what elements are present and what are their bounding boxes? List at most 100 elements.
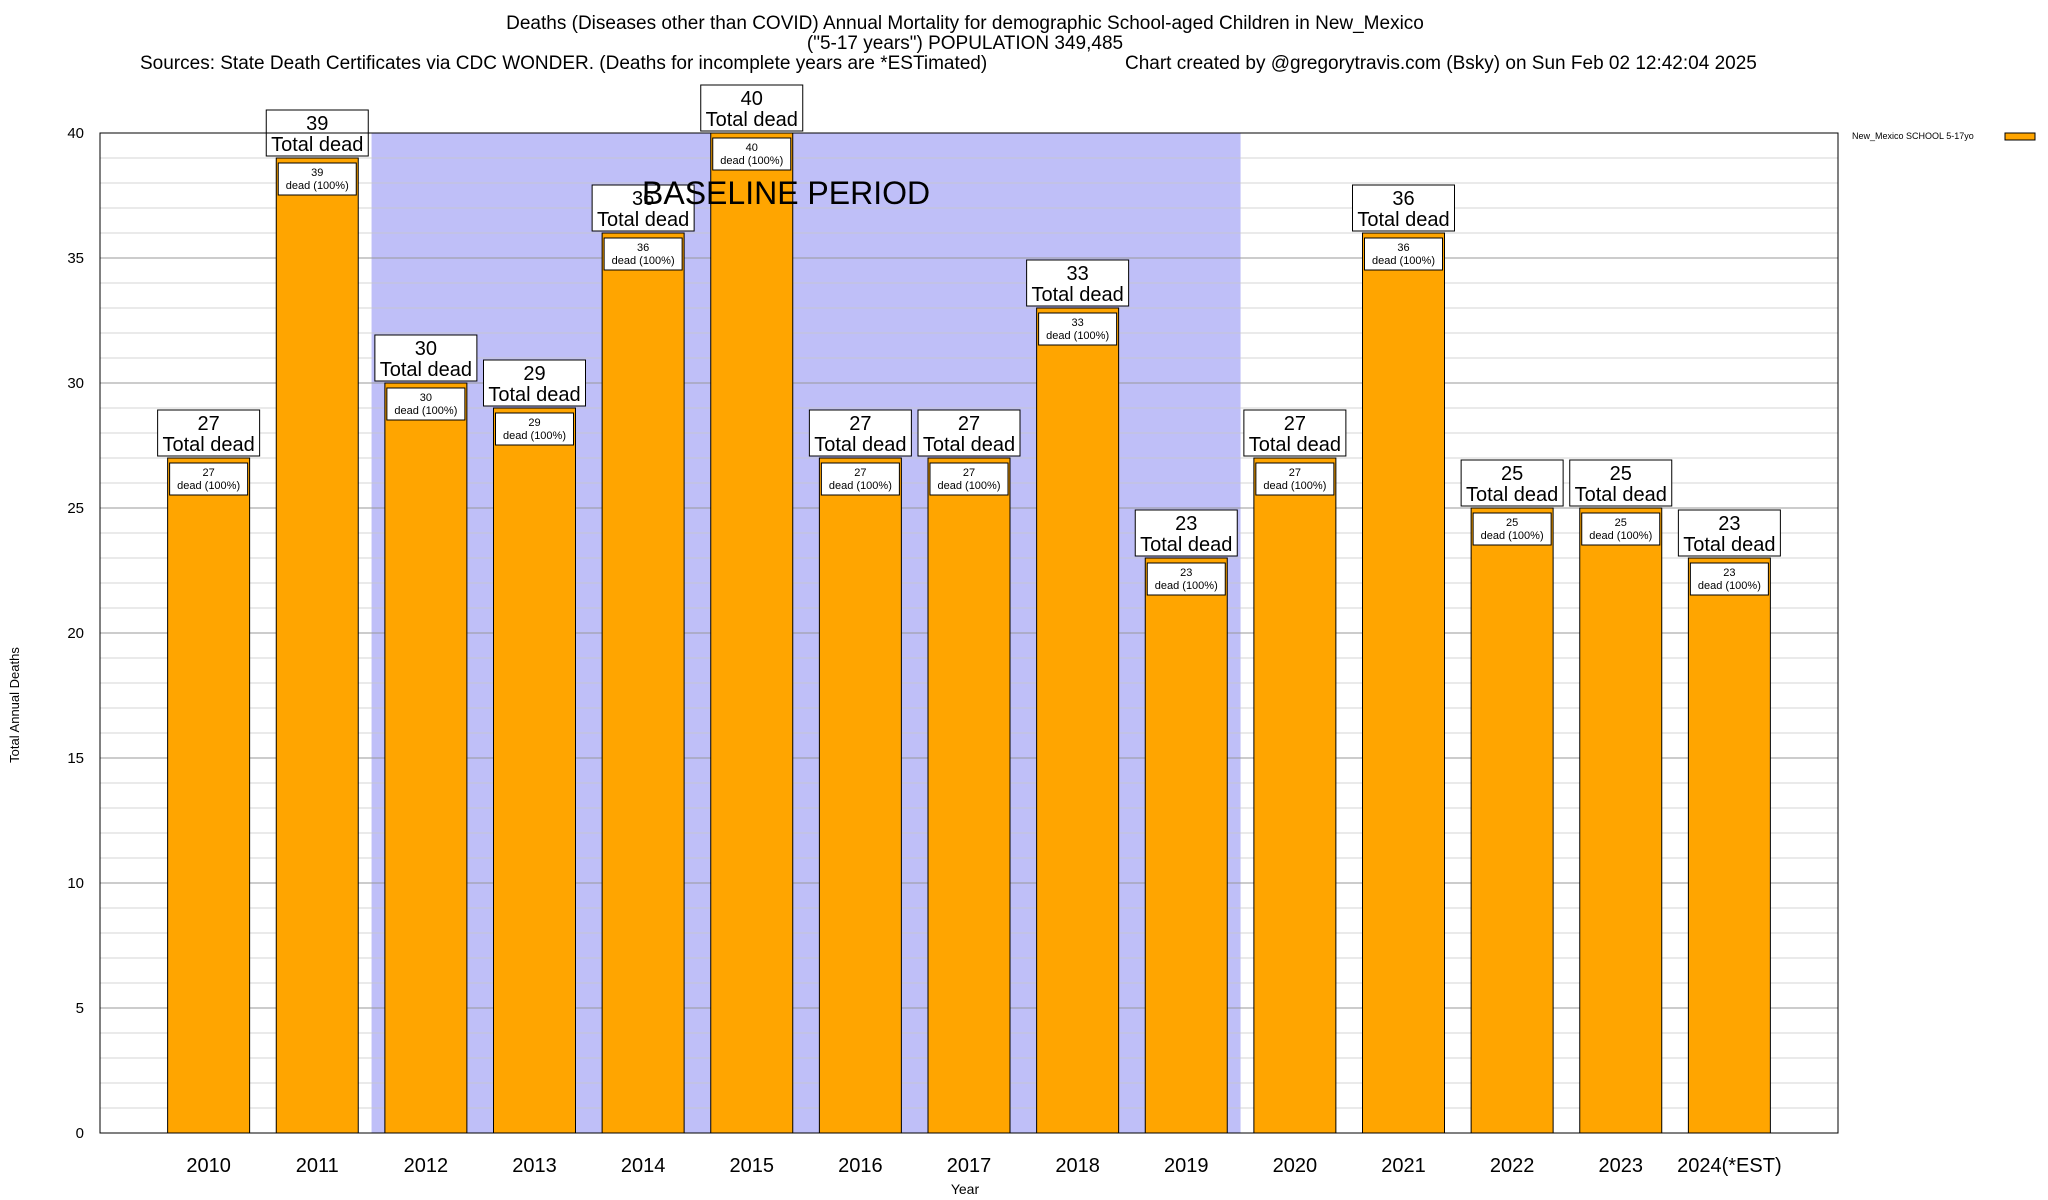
bar-total-label-box xyxy=(1026,259,1130,307)
bar-inner-label-value: 36 xyxy=(637,242,649,254)
bar-inner-label-text: dead (100%) xyxy=(1046,330,1109,342)
bar-total-label-value: 29 xyxy=(523,363,545,385)
bar-inner-label-value: 36 xyxy=(1397,242,1409,254)
bar-inner-label-value: 39 xyxy=(311,167,323,179)
bar-inner-label-box xyxy=(929,462,1009,496)
bar-total-label-value: 33 xyxy=(1067,263,1089,285)
bar-total-label-text: Total dead xyxy=(271,134,363,156)
bar-inner-label-text: dead (100%) xyxy=(938,480,1001,492)
bars-layer xyxy=(167,132,1771,1134)
bar-total-label-value: 25 xyxy=(1501,463,1523,485)
bar-inner-label-text: dead (100%) xyxy=(394,405,457,417)
legend: New_Mexico SCHOOL 5-17yo xyxy=(1852,131,2036,141)
bar-inner-label-box xyxy=(820,462,900,496)
bar-inner-label-text: dead (100%) xyxy=(1698,580,1761,592)
bar-total-label-box xyxy=(591,184,695,232)
bar xyxy=(1362,232,1445,1134)
bar xyxy=(167,457,251,1134)
bar-total-label-value: 27 xyxy=(849,413,871,435)
bar-inner-label-value: 27 xyxy=(854,467,866,479)
bar-total-label-box xyxy=(157,409,261,457)
x-tick-label: 2024(*EST) xyxy=(1677,1155,1782,1177)
bar-total-label-value: 27 xyxy=(1284,413,1306,435)
bar-total-label-value: 25 xyxy=(1610,463,1632,485)
x-tick-label: 2015 xyxy=(730,1155,775,1177)
bar xyxy=(1253,457,1337,1134)
bar xyxy=(601,232,685,1134)
x-tick-label: 2017 xyxy=(947,1155,992,1177)
bar-total-label-text: Total dead xyxy=(923,434,1015,456)
bar-inner-label-text: dead (100%) xyxy=(1372,255,1435,267)
bar-inner-label-box xyxy=(1364,237,1443,271)
bar-total-label-text: Total dead xyxy=(1357,209,1449,231)
bar-total-label-box xyxy=(808,409,912,457)
y-tick-label: 5 xyxy=(76,1000,84,1017)
bar-total-label-box xyxy=(700,84,804,132)
y-tick-label: 20 xyxy=(67,625,84,642)
bar-total-label-value: 23 xyxy=(1175,513,1197,535)
bar-inner-label-text: dead (100%) xyxy=(829,480,892,492)
y-tick-label: 40 xyxy=(67,125,84,142)
bar xyxy=(384,382,468,1134)
bar xyxy=(927,457,1011,1134)
bar-total-label-value: 23 xyxy=(1718,513,1740,535)
chart-sources: Sources: State Death Certificates via CD… xyxy=(140,53,988,74)
bar-inner-label-text: dead (100%) xyxy=(1263,480,1326,492)
bar-inner-label-box xyxy=(1038,312,1118,346)
x-tick-label: 2012 xyxy=(404,1155,449,1177)
chart-credit: Chart created by @gregorytravis.com (Bsk… xyxy=(1125,53,1757,74)
bar-inner-label-text: dead (100%) xyxy=(177,480,240,492)
x-tick-label: 2014 xyxy=(621,1155,666,1177)
bar-total-label-text: Total dead xyxy=(597,209,689,231)
plot-border xyxy=(99,132,1839,1134)
x-tick-label: 2019 xyxy=(1164,1155,1209,1177)
y-tick-label: 15 xyxy=(67,750,84,767)
bar-total-label-box xyxy=(1460,459,1564,507)
bar-total-label-box xyxy=(483,359,586,407)
bar-inner-label-box xyxy=(1472,512,1552,546)
x-tick-label: 2013 xyxy=(512,1155,557,1177)
bar-inner-label-text: dead (100%) xyxy=(1481,530,1544,542)
y-axis-label: Total Annual Deaths xyxy=(7,647,22,763)
bar-total-label-value: 40 xyxy=(741,88,763,110)
bar xyxy=(1144,557,1228,1134)
x-tick-label: 2010 xyxy=(186,1155,231,1177)
bar-inner-label-text: dead (100%) xyxy=(503,430,566,442)
bar-total-label-text: Total dead xyxy=(814,434,906,456)
bar-total-label-box xyxy=(1677,509,1781,557)
y-tick-label: 35 xyxy=(67,250,84,267)
bar xyxy=(1687,557,1771,1134)
bar-inner-label-value: 25 xyxy=(1506,517,1518,529)
bar xyxy=(818,457,902,1134)
chart-title: Deaths (Diseases other than COVID) Annua… xyxy=(506,13,1424,34)
bar-inner-label-box xyxy=(495,412,574,446)
x-tick-label: 2023 xyxy=(1599,1155,1644,1177)
bar-total-label-box xyxy=(1243,409,1347,457)
y-tick-label: 30 xyxy=(67,375,84,392)
bar-inner-label-box xyxy=(1581,512,1661,546)
bar-inner-label-box xyxy=(1146,562,1226,596)
baseline-period-label: BASELINE PERIOD xyxy=(642,175,930,211)
axes-layer: 2010 2011 2012 2013 2014 2015 2016 2017 2018 2019… xyxy=(67,125,1839,1177)
bar xyxy=(1036,307,1120,1134)
bar-inner-label-value: 29 xyxy=(528,417,540,429)
bar xyxy=(1579,507,1663,1134)
bar-total-label-text: Total dead xyxy=(380,359,472,381)
bar-inner-label-box xyxy=(603,237,683,271)
bar-total-label-value: 36 xyxy=(1392,188,1414,210)
legend-swatch xyxy=(2004,132,2036,141)
bar xyxy=(1470,507,1554,1134)
bar-total-label-text: Total dead xyxy=(1249,434,1341,456)
bar-total-label-value: 27 xyxy=(198,413,220,435)
bar-total-label-text: Total dead xyxy=(1140,534,1232,556)
bar-inner-label-box xyxy=(169,462,249,496)
bar-inner-label-text: dead (100%) xyxy=(1155,580,1218,592)
x-tick-label: 2022 xyxy=(1490,1155,1535,1177)
bar-total-label-box xyxy=(374,334,478,382)
bar-total-label-value: 36 xyxy=(632,188,654,210)
x-tick-label: 2016 xyxy=(838,1155,883,1177)
bar-inner-label-value: 40 xyxy=(746,142,758,154)
x-axis-label: Year xyxy=(951,1181,980,1197)
bar-inner-label-text: dead (100%) xyxy=(1589,530,1652,542)
